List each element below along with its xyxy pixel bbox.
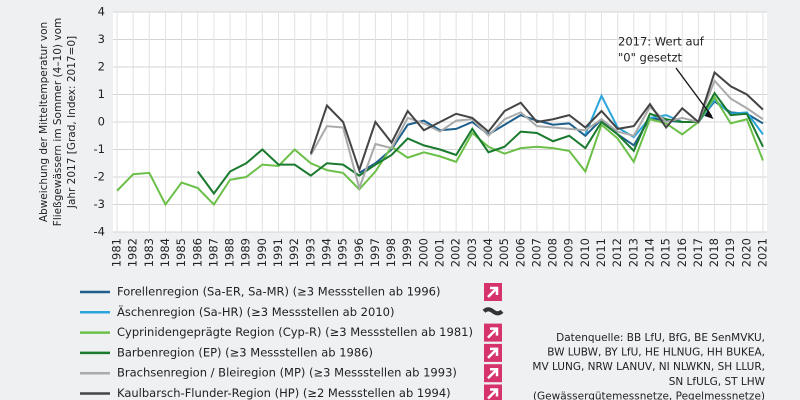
legend-label: Äschenregion (Sa-HR) (≥3 Messstellen ab …: [117, 304, 394, 319]
y-tick-label: -1: [94, 142, 105, 156]
legend-label: Forellenregion (Sa-ER, Sa-MR) (≥3 Messst…: [117, 285, 441, 299]
trend-arrow: [487, 347, 499, 359]
x-tick-label: 1987: [206, 238, 220, 267]
legend-label: Brachsenregion / Bleiregion (MP) (≥3 Mes…: [117, 366, 457, 380]
legend-label: Kaulbarsch-Flunder-Region (HP) (≥2 Messs…: [117, 386, 451, 400]
data-line: [309, 78, 764, 192]
y-tick-label: 2: [98, 60, 105, 74]
x-tick-label: 2004: [481, 238, 495, 267]
x-tick-label: 1991: [271, 238, 285, 267]
x-tick-label: 2021: [756, 238, 770, 267]
x-tick-label: 2017: [691, 238, 705, 267]
x-tick-label: 1994: [319, 238, 333, 267]
x-tick-label: 1997: [368, 238, 382, 267]
trend-arrow: [487, 367, 499, 380]
trend-icon: [482, 307, 504, 316]
y-tick-label: -3: [94, 197, 105, 211]
x-tick-label: 2014: [642, 238, 656, 267]
x-tick-label: 1992: [287, 238, 301, 267]
y-tick-label: -2: [94, 170, 105, 184]
trend-icon: [484, 343, 502, 362]
annotation-arrow: [675, 67, 713, 117]
x-tick-label: 2020: [739, 238, 753, 267]
x-tick-label: 1993: [303, 238, 317, 267]
source-note: MV LUNG, NRW LANUV, NI NLWKN, SH LLUR,: [532, 361, 765, 373]
trend-arrow: [487, 286, 499, 298]
x-tick-label: 1984: [158, 238, 172, 267]
x-tick-label: 1999: [400, 238, 414, 267]
x-tick-label: 1983: [142, 238, 156, 267]
data-line: [309, 70, 764, 174]
y-tick-label: 4: [98, 5, 105, 19]
x-tick-label: 2000: [416, 238, 430, 267]
data-line: [116, 95, 764, 207]
x-tick-label: 1990: [255, 238, 269, 267]
x-tick-label: 2011: [594, 238, 608, 267]
x-tick-label: 2010: [578, 238, 592, 267]
y-axis-title: Fließgewässern im Sommer (4–10) vom: [52, 18, 64, 226]
x-tick-label: 2007: [529, 238, 543, 267]
x-tick-label: 1989: [239, 238, 253, 267]
x-tick-label: 2019: [723, 238, 737, 267]
x-tick-label: 2001: [433, 238, 447, 267]
legend-label: Cyprinidengeprägte Region (Cyp-R) (≥3 Me…: [117, 325, 473, 339]
source-note: (Gewässergütemessnetze, Pegelmessnetze): [533, 390, 765, 400]
source-note: SN LfULG, ST LHW: [669, 376, 766, 388]
y-axis-title: Jahr 2017 [Grad, Index: 2017=0]: [66, 36, 78, 209]
x-tick-label: 2005: [497, 238, 511, 267]
x-tick-label: 2018: [707, 238, 721, 267]
x-tick-label: 1985: [174, 238, 188, 267]
trend-icon: [484, 323, 502, 342]
source-note: BW LUBW, BY LfU, HE HLNUG, HH BUKEA,: [547, 347, 765, 359]
x-tick-label: 2008: [546, 238, 560, 267]
x-tick-label: 1988: [223, 238, 237, 267]
y-tick-label: 3: [98, 32, 105, 46]
y-tick-label: -4: [94, 225, 105, 239]
trend-icon: [484, 364, 502, 383]
data-line: [196, 91, 764, 196]
x-tick-label: 2016: [675, 238, 689, 267]
y-tick-label: 1: [98, 87, 105, 101]
trend-flat: [482, 307, 504, 316]
x-tick-label: 1981: [110, 238, 124, 267]
x-tick-label: 2012: [610, 238, 624, 267]
x-tick-label: 1982: [126, 238, 140, 267]
x-tick-label: 2013: [626, 238, 640, 267]
x-tick-label: 1995: [336, 238, 350, 267]
x-tick-label: 2002: [449, 238, 463, 267]
trend-arrow: [487, 327, 499, 339]
annotation: 2017: Wert auf: [618, 35, 705, 49]
x-tick-label: 1996: [352, 238, 366, 267]
y-tick-label: 0: [98, 115, 105, 129]
x-tick-label: 1998: [384, 238, 398, 267]
y-axis-title: Abweichung der Mitteltemperatur von: [38, 22, 50, 222]
annotation-arrowhead: [704, 110, 714, 119]
x-tick-label: 2015: [659, 238, 673, 267]
x-tick-label: 2003: [465, 238, 479, 267]
trend-arrow: [487, 388, 499, 400]
trend-icon: [484, 283, 502, 301]
x-tick-label: 2009: [562, 238, 576, 267]
source-note: Datenquelle: BB LfU, BfG, BE SenMVKU,: [556, 332, 765, 344]
trend-icon: [484, 384, 502, 400]
annotation: "0" gesetzt: [618, 51, 683, 65]
x-tick-label: 1986: [190, 238, 204, 267]
x-tick-label: 2006: [513, 238, 527, 267]
legend-label: Barbenregion (EP) (≥3 Messstellen ab 198…: [117, 345, 373, 359]
